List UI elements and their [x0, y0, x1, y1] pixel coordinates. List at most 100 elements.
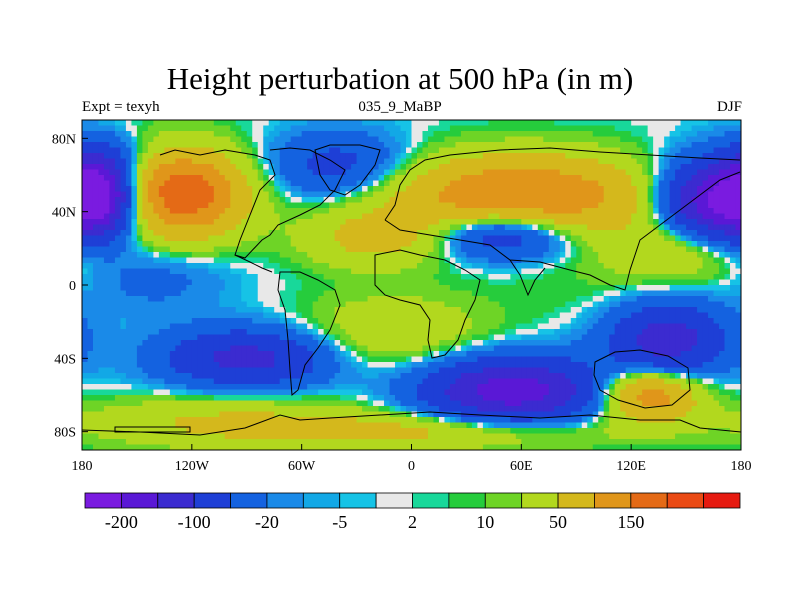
field-cell	[609, 224, 616, 231]
field-cell	[340, 285, 347, 292]
field-cell	[724, 197, 731, 204]
field-cell	[268, 329, 275, 336]
field-cell	[449, 191, 457, 198]
field-cell	[268, 235, 275, 242]
field-cell	[482, 235, 489, 242]
field-cell	[136, 230, 144, 237]
field-cell	[345, 246, 352, 253]
field-cell	[356, 268, 363, 275]
field-cell	[307, 153, 314, 160]
field-cell	[444, 136, 451, 143]
field-cell	[362, 142, 369, 149]
field-cell	[482, 213, 489, 220]
field-cell	[279, 257, 286, 264]
field-cell	[526, 279, 533, 286]
field-cell	[180, 224, 187, 231]
field-cell	[323, 312, 330, 319]
field-cell	[400, 180, 407, 187]
field-cell	[433, 257, 440, 264]
field-cell	[279, 180, 286, 187]
field-cell	[460, 197, 468, 204]
field-cell	[636, 208, 643, 215]
field-cell	[164, 147, 171, 154]
field-cell	[702, 323, 709, 330]
field-cell	[268, 208, 275, 215]
field-cell	[191, 186, 198, 193]
field-cell	[219, 202, 226, 209]
field-cell	[125, 285, 133, 292]
field-cell	[82, 208, 89, 215]
field-cell	[389, 290, 396, 297]
field-cell	[400, 175, 407, 182]
field-cell	[592, 340, 599, 347]
field-cell	[631, 153, 638, 160]
field-cell	[411, 191, 418, 198]
field-cell	[153, 263, 160, 270]
field-cell	[356, 169, 363, 176]
field-cell	[169, 296, 176, 303]
field-cell	[274, 334, 281, 341]
field-cell	[180, 208, 187, 215]
field-cell	[384, 274, 391, 281]
field-cell	[559, 307, 566, 314]
field-cell	[554, 158, 561, 165]
field-cell	[658, 279, 665, 286]
field-cell	[719, 340, 726, 347]
field-cell	[263, 213, 270, 220]
field-cell	[631, 224, 638, 231]
field-cell	[532, 257, 539, 264]
field-cell	[598, 285, 605, 292]
field-cell	[219, 334, 226, 341]
field-cell	[373, 246, 380, 253]
field-cell	[565, 279, 572, 286]
field-cell	[274, 296, 281, 303]
field-cell	[592, 235, 599, 242]
field-cell	[411, 131, 418, 138]
field-cell	[235, 153, 242, 160]
field-cell	[521, 268, 528, 275]
field-cell	[565, 175, 572, 182]
field-cell	[82, 241, 89, 248]
field-cell	[499, 125, 506, 132]
field-cell	[625, 125, 632, 132]
field-cell	[208, 202, 215, 209]
field-cell	[653, 213, 660, 220]
field-cell	[312, 147, 319, 154]
field-cell	[378, 175, 385, 182]
field-cell	[351, 197, 358, 204]
field-cell	[636, 186, 643, 193]
field-cell	[444, 307, 451, 314]
field-cell	[642, 307, 649, 314]
field-cell	[230, 147, 237, 154]
field-cell	[323, 191, 330, 198]
field-cell	[334, 208, 341, 215]
field-cell	[164, 164, 171, 171]
field-cell	[103, 147, 111, 154]
field-cell	[109, 345, 116, 352]
field-cell	[87, 191, 94, 198]
field-cell	[175, 158, 182, 165]
field-cell	[477, 224, 484, 231]
field-cell	[268, 142, 275, 149]
field-cell	[570, 142, 577, 149]
field-cell	[416, 120, 424, 127]
field-cell	[565, 241, 572, 248]
field-cell	[460, 307, 468, 314]
field-cell	[323, 323, 330, 330]
field-cell	[515, 180, 522, 187]
field-cell	[395, 252, 402, 259]
field-cell	[493, 120, 500, 127]
field-cell	[367, 142, 374, 149]
field-cell	[499, 279, 506, 286]
field-cell	[427, 164, 435, 171]
field-cell	[697, 153, 704, 160]
field-cell	[444, 202, 451, 209]
field-cell	[554, 301, 561, 308]
field-cell	[521, 202, 528, 209]
field-cell	[422, 147, 429, 154]
field-cell	[136, 153, 144, 160]
field-cell	[373, 191, 380, 198]
field-cell	[576, 175, 583, 182]
field-cell	[537, 279, 544, 286]
field-cell	[197, 120, 204, 127]
